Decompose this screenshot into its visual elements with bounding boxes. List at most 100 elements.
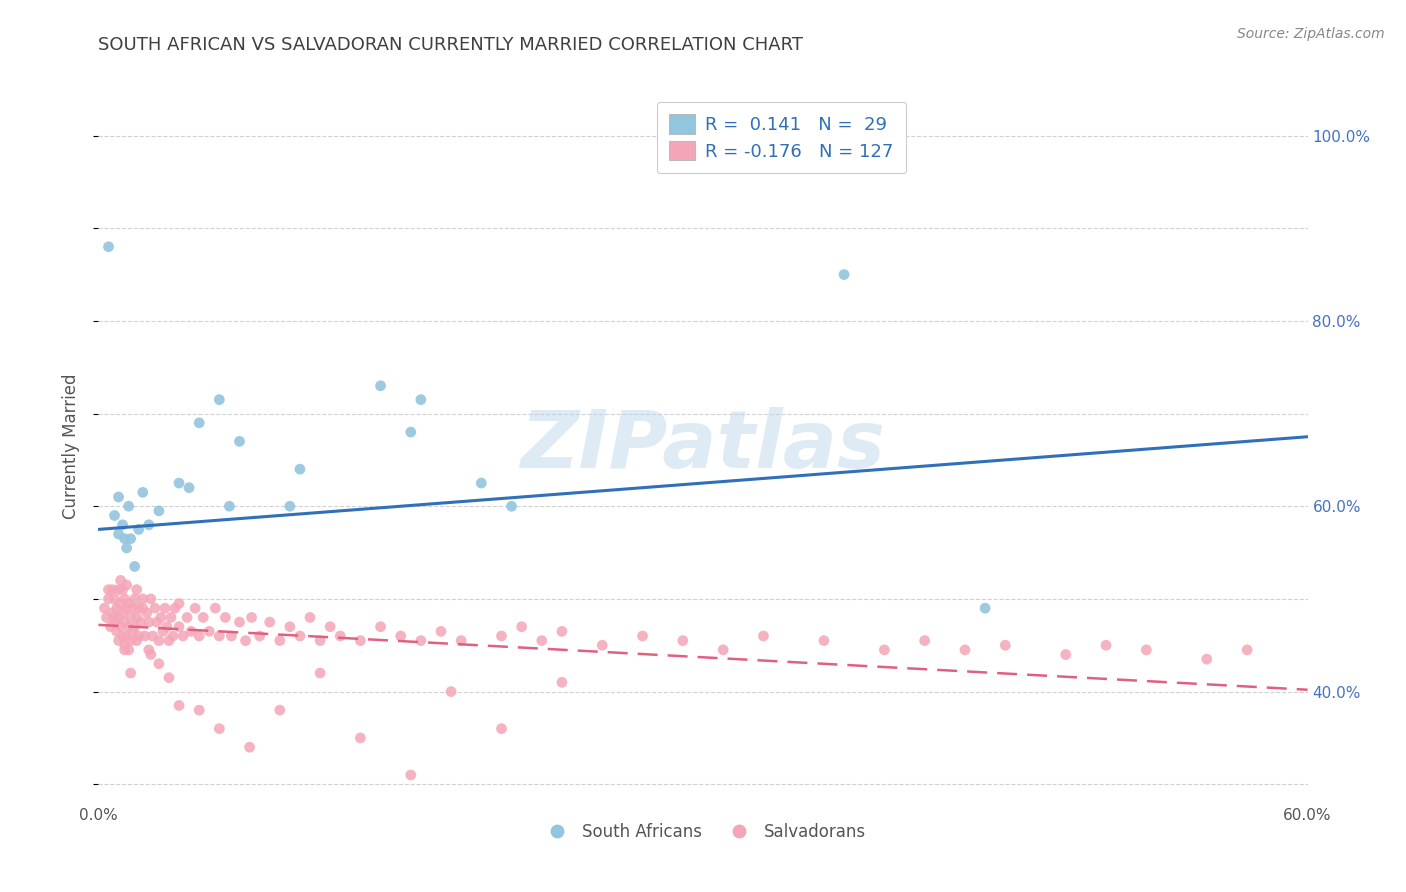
Point (631, 629, 654, 643)
Point (120, 633, 142, 648)
Point (208, 629, 231, 643)
Point (135, 606, 157, 620)
Point (409, 392, 432, 407)
Point (278, 620, 301, 634)
Point (167, 620, 190, 634)
Point (118, 643, 141, 657)
Point (101, 606, 124, 620)
Point (491, 629, 513, 643)
Point (138, 517, 160, 532)
Point (288, 629, 311, 643)
Point (269, 633, 291, 648)
Point (501, 500, 523, 514)
Point (208, 392, 231, 407)
Point (103, 615, 125, 629)
Point (143, 601, 166, 615)
Point (399, 425, 422, 439)
Point (115, 541, 138, 555)
Point (228, 615, 250, 629)
Point (167, 476, 190, 491)
Point (288, 462, 311, 476)
Point (115, 578, 138, 592)
Point (111, 629, 134, 643)
Point (235, 633, 257, 648)
Point (97, 582, 120, 597)
Point (103, 591, 125, 606)
Point (139, 591, 162, 606)
Point (129, 615, 152, 629)
Point (813, 633, 835, 648)
Point (132, 601, 155, 615)
Point (114, 643, 136, 657)
Point (97, 591, 120, 606)
Point (128, 601, 150, 615)
Point (309, 633, 332, 648)
Point (120, 532, 142, 546)
Point (349, 633, 371, 648)
Point (132, 485, 155, 500)
Point (176, 610, 198, 624)
Point (118, 500, 141, 514)
Point (208, 722, 231, 736)
Point (103, 610, 125, 624)
Point (551, 675, 574, 690)
Point (114, 591, 136, 606)
Point (228, 434, 250, 449)
Point (470, 476, 492, 491)
Point (107, 633, 129, 648)
Point (188, 629, 211, 643)
Point (153, 601, 176, 615)
Point (124, 620, 146, 634)
Point (193, 610, 215, 624)
Point (156, 620, 179, 634)
Point (107, 490, 129, 504)
Point (93, 601, 115, 615)
Point (167, 597, 190, 611)
Point (1236, 643, 1258, 657)
Point (188, 416, 211, 430)
Point (162, 629, 184, 643)
Point (110, 620, 132, 634)
Point (329, 629, 352, 643)
Point (204, 601, 226, 615)
Point (440, 684, 463, 698)
Point (107, 610, 129, 624)
Point (430, 624, 453, 639)
Point (107, 527, 129, 541)
Point (111, 582, 134, 597)
Point (124, 559, 146, 574)
Point (96, 610, 118, 624)
Point (1095, 638, 1118, 652)
Point (239, 740, 262, 755)
Text: Source: ZipAtlas.com: Source: ZipAtlas.com (1237, 27, 1385, 41)
Point (120, 610, 142, 624)
Point (752, 629, 775, 643)
Point (510, 620, 533, 634)
Point (319, 620, 342, 634)
Point (132, 591, 155, 606)
Point (110, 597, 132, 611)
Point (214, 610, 236, 624)
Point (389, 629, 412, 643)
Point (249, 629, 271, 643)
Point (114, 615, 136, 629)
Point (163, 601, 186, 615)
Y-axis label: Currently Married: Currently Married (62, 373, 80, 519)
Point (167, 698, 190, 713)
Point (149, 610, 172, 624)
Point (591, 638, 613, 652)
Point (97, 240, 120, 254)
Point (139, 648, 162, 662)
Point (157, 671, 180, 685)
Point (259, 615, 281, 629)
Point (299, 610, 322, 624)
Point (114, 638, 136, 652)
Point (105, 601, 128, 615)
Point (118, 620, 141, 634)
Point (103, 508, 125, 523)
Point (148, 633, 170, 648)
Point (148, 504, 170, 518)
Point (269, 703, 291, 717)
Point (994, 638, 1017, 652)
Point (198, 624, 221, 639)
